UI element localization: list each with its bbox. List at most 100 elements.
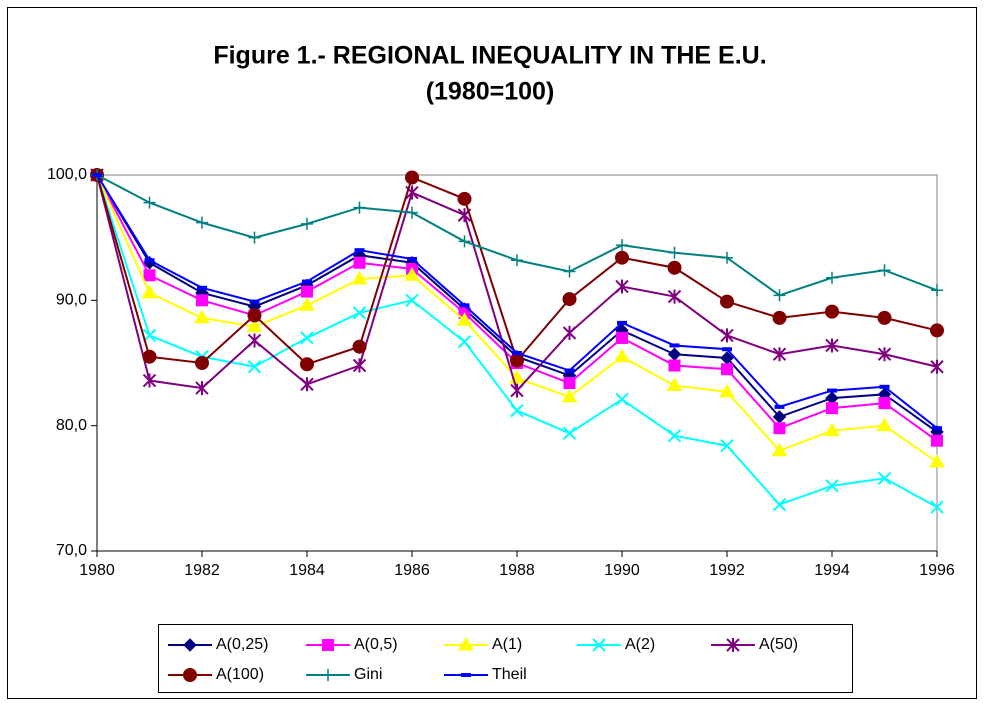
marker	[247, 308, 262, 323]
marker	[772, 310, 787, 325]
marker	[773, 289, 786, 302]
legend-label: Gini	[354, 666, 382, 683]
legend-label: A(2)	[625, 636, 655, 653]
marker	[406, 206, 418, 219]
y-tick-label: 90,0	[56, 292, 87, 309]
legend-label: A(100)	[216, 666, 264, 683]
marker	[562, 325, 577, 340]
marker	[879, 384, 890, 389]
marker	[351, 271, 368, 285]
marker	[721, 251, 733, 264]
marker	[249, 299, 260, 304]
marker	[352, 339, 367, 354]
legend-marker	[458, 637, 474, 651]
x-tick-label: 1986	[394, 562, 430, 579]
marker	[669, 343, 680, 348]
legend-marker	[183, 668, 197, 682]
marker	[561, 388, 578, 403]
marker	[405, 293, 419, 308]
marker	[197, 285, 207, 290]
marker	[720, 294, 734, 309]
marker	[510, 353, 524, 368]
marker	[248, 231, 261, 244]
marker	[353, 201, 366, 214]
marker	[615, 392, 629, 407]
marker	[92, 173, 102, 177]
marker	[877, 310, 892, 325]
chart-title: (1980=100)	[426, 78, 555, 106]
legend-marker	[183, 638, 197, 652]
marker	[825, 304, 839, 319]
marker	[825, 479, 839, 493]
marker	[354, 248, 365, 253]
marker	[722, 347, 732, 352]
marker	[563, 377, 576, 390]
y-tick-label: 70,0	[56, 542, 87, 559]
marker	[352, 358, 367, 373]
marker	[405, 170, 419, 185]
marker	[930, 359, 944, 374]
marker	[301, 217, 313, 230]
x-tick-label: 1988	[499, 562, 535, 579]
marker	[562, 292, 577, 307]
marker	[774, 404, 785, 409]
marker	[772, 497, 787, 512]
x-tick-label: 1984	[289, 562, 325, 579]
marker	[826, 271, 838, 284]
marker	[301, 285, 313, 298]
marker	[143, 269, 156, 282]
marker	[142, 349, 157, 364]
marker	[667, 289, 682, 304]
marker	[771, 442, 788, 457]
legend-marker	[461, 673, 471, 677]
marker	[877, 347, 892, 362]
marker	[721, 363, 733, 376]
marker	[668, 359, 681, 372]
legend-label: A(0,5)	[354, 636, 398, 653]
marker	[615, 279, 629, 294]
marker	[300, 377, 314, 392]
marker	[195, 381, 209, 396]
legend-marker	[322, 639, 334, 651]
marker	[510, 383, 524, 398]
legend-marker	[726, 638, 740, 652]
marker	[877, 471, 892, 486]
marker	[144, 258, 155, 263]
x-tick-label: 1982	[184, 562, 220, 579]
marker	[407, 256, 417, 261]
marker	[246, 318, 263, 333]
marker	[459, 303, 470, 308]
marker	[300, 357, 314, 372]
marker	[773, 422, 786, 435]
marker	[827, 388, 837, 393]
marker	[616, 239, 628, 252]
marker	[878, 264, 891, 277]
marker	[299, 297, 315, 311]
marker	[615, 250, 629, 265]
marker	[931, 434, 943, 447]
marker	[142, 373, 157, 388]
marker	[931, 284, 943, 297]
marker	[457, 191, 472, 206]
marker	[563, 265, 576, 278]
legend-label: A(50)	[759, 636, 798, 653]
marker	[300, 331, 314, 345]
marker	[614, 348, 630, 363]
marker	[512, 350, 522, 355]
marker	[510, 403, 524, 418]
marker	[352, 306, 367, 320]
marker	[878, 397, 891, 410]
x-tick-label: 1994	[814, 562, 850, 579]
marker	[562, 426, 577, 440]
marker	[930, 500, 944, 514]
marker	[824, 422, 840, 437]
x-tick-label: 1980	[79, 562, 115, 579]
chart-title: Figure 1.- REGIONAL INEQUALITY IN THE E.…	[213, 42, 766, 70]
marker	[930, 323, 944, 338]
marker	[929, 454, 945, 468]
marker	[141, 284, 158, 299]
y-tick-label: 100,0	[47, 166, 87, 183]
marker	[876, 417, 893, 432]
marker	[194, 309, 210, 324]
